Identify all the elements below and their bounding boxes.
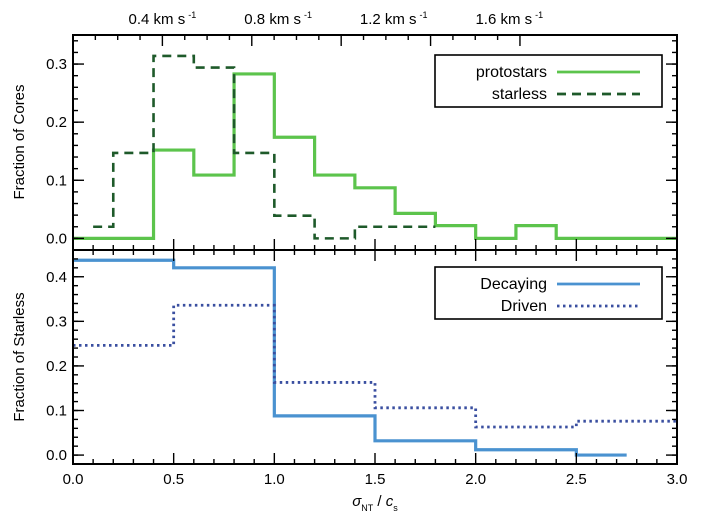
- bottom-y-tick-label: 0.1: [46, 403, 67, 420]
- bottom-series-driven-line: [73, 303, 677, 429]
- x-tick-label: 1.5: [365, 471, 386, 488]
- bottom-legend-label-decaying: Decaying: [480, 276, 547, 293]
- top-y-tick-label: 0.2: [46, 114, 67, 131]
- bottom-panel: 0.0 0.1 0.2 0.3 0.4 0.0 0.5 1.0 1.5 2.0 2.5 3.0 Deca…: [46, 249, 688, 488]
- top-series-starless-line: [93, 54, 436, 240]
- bottom-y-tick-label: 0.4: [46, 269, 67, 286]
- x-tick-label: 2.0: [465, 471, 486, 488]
- top-y-tick-label: 0.1: [46, 172, 67, 189]
- top-axis-tick-label: 0.4 km s -1: [129, 10, 197, 28]
- top-legend-box: [434, 54, 663, 108]
- top-y-axis-label: Fraction of Cores: [11, 84, 28, 199]
- top-y-tick-label: 0.0: [46, 230, 67, 247]
- top-legend-label-protostars: protostars: [476, 64, 547, 81]
- x-tick-label: 0.5: [163, 471, 184, 488]
- bottom-y-axis-label: Fraction of Starless: [11, 292, 28, 421]
- bottom-series-decaying-line: [73, 258, 627, 457]
- top-axis-tick-label: 0.8 km s -1: [244, 10, 312, 28]
- x-tick-label: 2.5: [566, 471, 587, 488]
- top-axis-tick-label: 1.2 km s -1: [360, 10, 428, 28]
- x-axis-label-c-sub: s: [393, 503, 398, 513]
- x-axis-label-sigma: σ: [352, 493, 362, 510]
- x-axis-label: σNT / cs: [352, 493, 398, 513]
- bottom-legend-label-driven: Driven: [501, 298, 547, 315]
- top-axis-tick-label: 1.6 km s -1: [475, 10, 543, 28]
- x-tick-label: 0.0: [63, 471, 84, 488]
- top-legend-label-starless: starless: [492, 86, 547, 103]
- x-tick-label: 3.0: [667, 471, 688, 488]
- x-axis-label-sigma-sub: NT: [361, 503, 373, 513]
- x-tick-label: 1.0: [264, 471, 285, 488]
- x-axis-label-c: c: [386, 493, 394, 510]
- bottom-y-tick-label: 0.2: [46, 358, 67, 375]
- x-axis-label-slash: /: [373, 493, 386, 510]
- top-y-tick-label: 0.3: [46, 56, 67, 73]
- top-panel: 0.0 0.1 0.2 0.3 0.4 km s -1 0.8 km s -1 1.2 km s…: [46, 10, 678, 251]
- top-series-protostars-line: [73, 72, 677, 240]
- bottom-y-tick-label: 0.3: [46, 313, 67, 330]
- bottom-legend-box: [434, 266, 663, 320]
- bottom-y-tick-label: 0.0: [46, 447, 67, 464]
